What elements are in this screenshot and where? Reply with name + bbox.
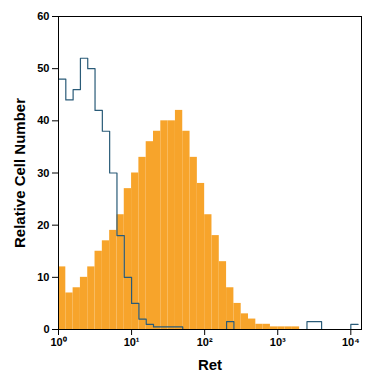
svg-text:20: 20 bbox=[37, 219, 49, 231]
svg-text:10⁴: 10⁴ bbox=[342, 336, 360, 348]
svg-text:Ret: Ret bbox=[198, 356, 222, 373]
svg-text:0: 0 bbox=[43, 323, 49, 335]
svg-text:10³: 10³ bbox=[270, 336, 286, 348]
svg-text:30: 30 bbox=[37, 167, 49, 179]
svg-text:40: 40 bbox=[37, 114, 49, 126]
svg-text:10: 10 bbox=[37, 271, 49, 283]
svg-text:60: 60 bbox=[37, 10, 49, 22]
svg-text:10¹: 10¹ bbox=[124, 336, 140, 348]
svg-text:10²: 10² bbox=[197, 336, 213, 348]
svg-text:Relative Cell Number: Relative Cell Number bbox=[11, 98, 28, 248]
svg-text:10⁰: 10⁰ bbox=[50, 336, 66, 348]
svg-text:50: 50 bbox=[37, 62, 49, 74]
